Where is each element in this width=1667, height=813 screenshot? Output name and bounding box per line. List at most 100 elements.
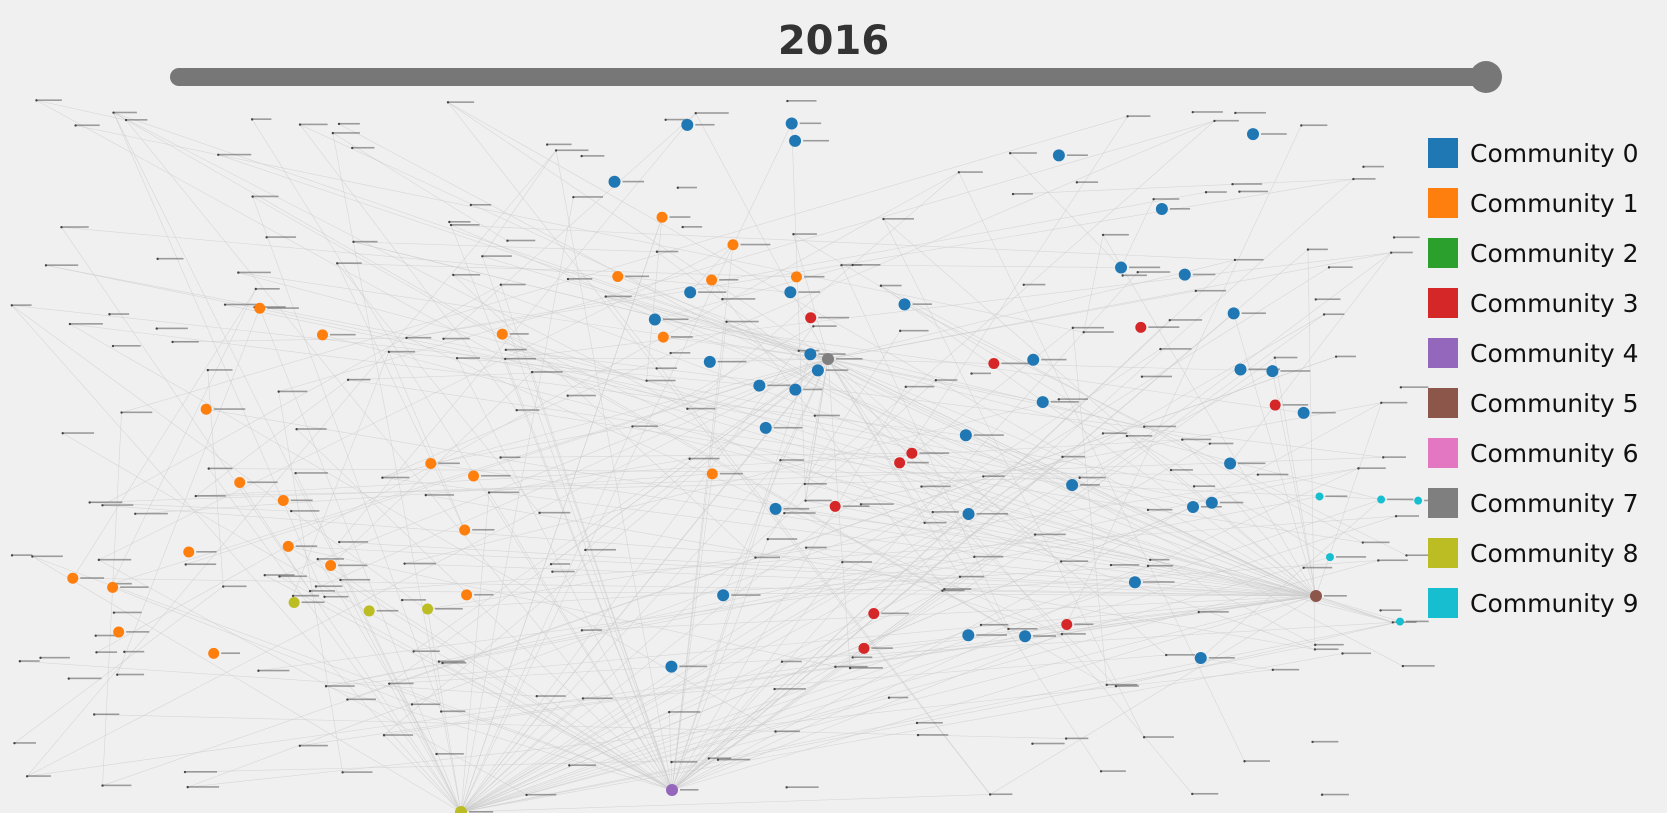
graph-node[interactable] bbox=[957, 171, 961, 174]
graph-node[interactable] bbox=[841, 560, 844, 564]
graph-node[interactable] bbox=[1191, 792, 1194, 796]
year-slider-track[interactable] bbox=[170, 68, 1486, 86]
graph-node[interactable] bbox=[1101, 432, 1105, 435]
graph-node[interactable] bbox=[1121, 274, 1124, 277]
graph-node-community-0[interactable] bbox=[1019, 630, 1032, 643]
graph-node[interactable] bbox=[323, 595, 326, 599]
graph-node[interactable] bbox=[442, 337, 445, 340]
graph-node[interactable] bbox=[222, 585, 225, 588]
graph-node[interactable] bbox=[298, 744, 302, 747]
graph-node[interactable] bbox=[449, 223, 453, 227]
graph-node[interactable] bbox=[184, 563, 187, 566]
graph-node[interactable] bbox=[882, 217, 885, 221]
graph-node[interactable] bbox=[31, 555, 34, 558]
graph-node[interactable] bbox=[120, 411, 123, 414]
graph-node[interactable] bbox=[1191, 110, 1194, 114]
graph-node[interactable] bbox=[388, 682, 391, 685]
graph-node[interactable] bbox=[156, 257, 159, 261]
graph-node-community-9[interactable] bbox=[1315, 492, 1324, 501]
graph-node[interactable] bbox=[1334, 355, 1338, 358]
graph-node-community-0[interactable] bbox=[1128, 576, 1141, 589]
graph-node[interactable] bbox=[688, 457, 691, 460]
graph-node[interactable] bbox=[112, 111, 115, 114]
graph-node[interactable] bbox=[400, 598, 404, 602]
graph-node-community-3[interactable] bbox=[805, 312, 817, 324]
graph-node[interactable] bbox=[1152, 198, 1155, 201]
graph-node[interactable] bbox=[352, 240, 355, 244]
graph-node-community-1[interactable] bbox=[316, 329, 328, 341]
graph-node[interactable] bbox=[1256, 473, 1260, 476]
graph-node[interactable] bbox=[1197, 610, 1200, 614]
graph-node-community-0[interactable] bbox=[789, 134, 802, 147]
graph-node[interactable] bbox=[904, 385, 907, 389]
graph-node[interactable] bbox=[1382, 456, 1385, 459]
graph-node-community-1[interactable] bbox=[277, 495, 289, 507]
graph-node-community-1[interactable] bbox=[468, 470, 480, 482]
graph-node[interactable] bbox=[155, 327, 158, 330]
graph-node[interactable] bbox=[101, 784, 104, 787]
graph-node-community-8[interactable] bbox=[363, 605, 375, 617]
graph-node[interactable] bbox=[958, 575, 962, 578]
graph-node[interactable] bbox=[899, 329, 902, 333]
graph-node[interactable] bbox=[251, 195, 254, 198]
graph-node[interactable] bbox=[1233, 258, 1237, 262]
graph-node[interactable] bbox=[1082, 331, 1085, 334]
graph-node-community-7[interactable] bbox=[822, 353, 834, 365]
graph-node[interactable] bbox=[44, 264, 48, 267]
graph-node[interactable] bbox=[95, 651, 98, 654]
graph-node[interactable] bbox=[549, 562, 553, 566]
graph-node-community-9[interactable] bbox=[1414, 496, 1423, 505]
graph-node-community-0[interactable] bbox=[681, 118, 694, 131]
graph-node[interactable] bbox=[1352, 177, 1355, 181]
graph-node[interactable] bbox=[35, 99, 38, 102]
graph-node[interactable] bbox=[941, 589, 944, 592]
graph-node[interactable] bbox=[554, 149, 558, 152]
graph-node[interactable] bbox=[410, 703, 414, 706]
graph-node[interactable] bbox=[566, 277, 570, 281]
graph-node[interactable] bbox=[1126, 115, 1129, 118]
graph-node[interactable] bbox=[581, 697, 585, 700]
graph-node[interactable] bbox=[481, 255, 484, 258]
graph-node-community-1[interactable] bbox=[183, 546, 195, 558]
graph-node[interactable] bbox=[257, 669, 260, 672]
graph-node[interactable] bbox=[551, 570, 554, 573]
graph-node[interactable] bbox=[1064, 737, 1068, 740]
graph-node-community-0[interactable] bbox=[753, 379, 766, 392]
graph-node-community-0[interactable] bbox=[1247, 128, 1260, 141]
graph-node-community-0[interactable] bbox=[1234, 363, 1247, 376]
graph-node[interactable] bbox=[405, 336, 408, 340]
graph-node[interactable] bbox=[499, 456, 502, 459]
graph-node[interactable] bbox=[277, 390, 280, 393]
graph-node-community-1[interactable] bbox=[656, 211, 668, 223]
graph-node-community-0[interactable] bbox=[785, 117, 798, 130]
graph-node-community-0[interactable] bbox=[684, 286, 697, 299]
graph-node[interactable] bbox=[686, 407, 689, 410]
graph-node[interactable] bbox=[331, 131, 335, 135]
graph-node[interactable] bbox=[566, 394, 569, 397]
graph-node[interactable] bbox=[982, 475, 985, 478]
graph-node-community-0[interactable] bbox=[1155, 203, 1168, 216]
graph-node[interactable] bbox=[879, 284, 883, 287]
graph-node[interactable] bbox=[97, 558, 101, 562]
graph-node-community-3[interactable] bbox=[1269, 399, 1281, 411]
graph-node[interactable] bbox=[88, 501, 91, 504]
graph-node-community-0[interactable] bbox=[1115, 261, 1128, 274]
graph-node[interactable] bbox=[664, 118, 667, 121]
graph-node-community-0[interactable] bbox=[769, 502, 782, 515]
graph-node[interactable] bbox=[1071, 326, 1075, 330]
graph-node-community-9[interactable] bbox=[1325, 553, 1334, 562]
graph-node[interactable] bbox=[1401, 664, 1405, 668]
graph-node-community-3[interactable] bbox=[988, 358, 1000, 370]
graph-node-community-0[interactable] bbox=[804, 348, 817, 361]
graph-node[interactable] bbox=[931, 510, 934, 514]
graph-node[interactable] bbox=[1306, 248, 1310, 251]
graph-node[interactable] bbox=[812, 325, 815, 328]
graph-node[interactable] bbox=[655, 250, 659, 253]
graph-node-community-1[interactable] bbox=[657, 331, 669, 343]
graph-node[interactable] bbox=[1057, 398, 1061, 401]
graph-node-community-0[interactable] bbox=[1027, 353, 1040, 366]
graph-node[interactable] bbox=[504, 357, 507, 361]
graph-node-community-1[interactable] bbox=[282, 540, 294, 552]
graph-node[interactable] bbox=[773, 687, 776, 691]
graph-node[interactable] bbox=[1302, 566, 1305, 570]
